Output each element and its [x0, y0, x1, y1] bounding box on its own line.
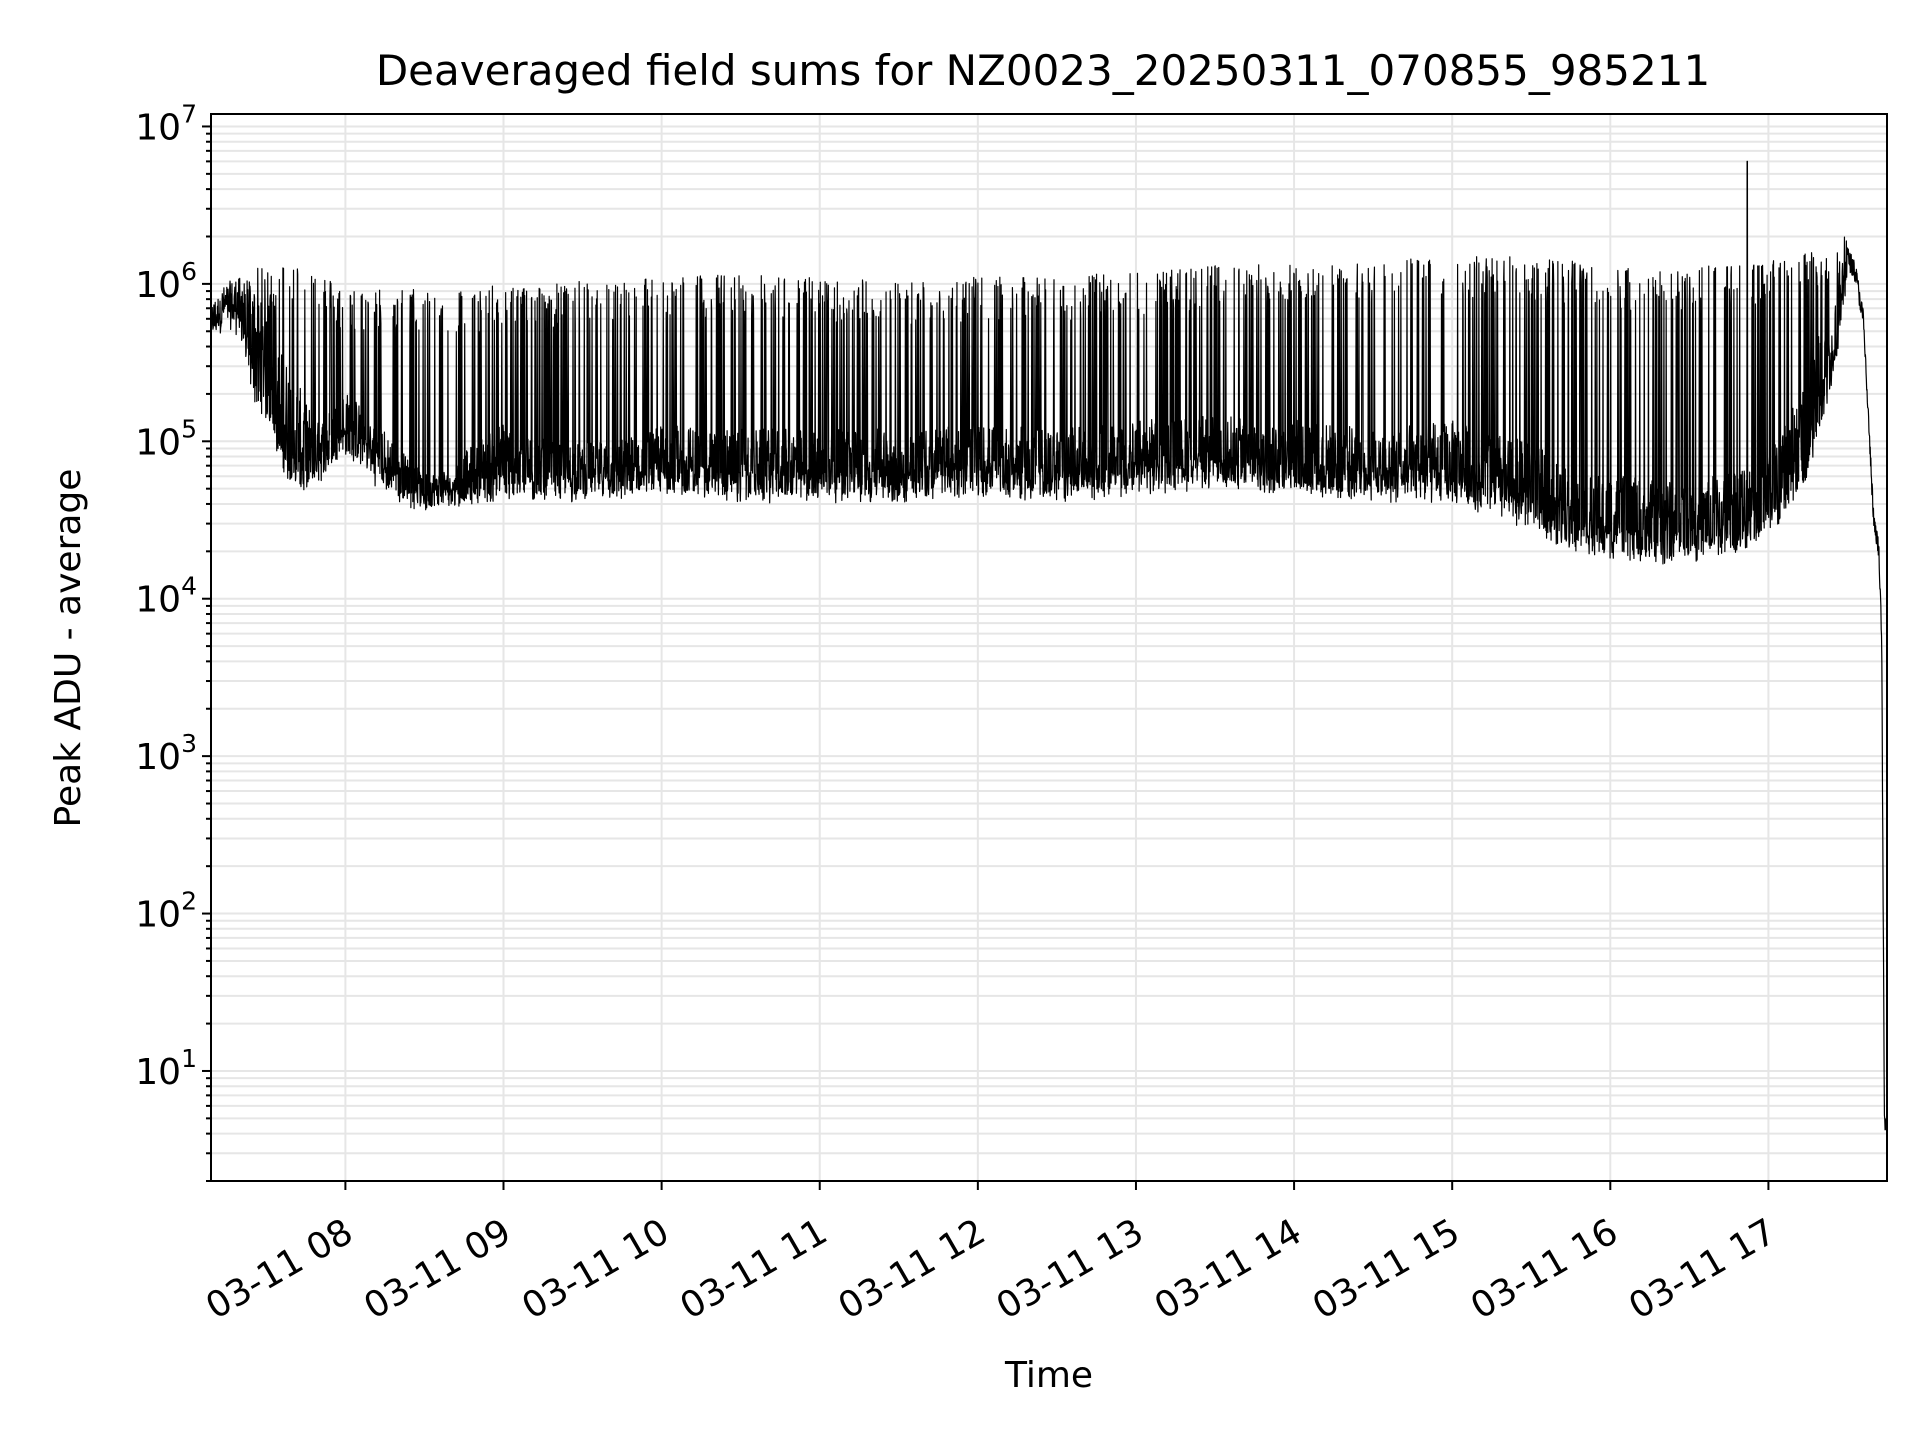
y-tick-label: 103	[135, 729, 197, 778]
y-tick-label: 106	[135, 257, 197, 306]
y-axis-label: Peak ADU - average	[48, 469, 89, 828]
y-tick-label: 102	[135, 887, 197, 936]
x-axis-label: Time	[1004, 1355, 1093, 1396]
y-tick-label: 107	[135, 99, 197, 148]
grid	[211, 114, 1887, 1182]
y-tick-label: 105	[135, 414, 197, 463]
chart-title: Deaveraged field sums for NZ0023_2025031…	[376, 46, 1710, 95]
plot-area	[210, 160, 1888, 1133]
series-line	[210, 160, 1888, 1133]
y-tick-label: 104	[135, 572, 197, 621]
axes-frame	[210, 113, 1888, 1182]
y-tick-label: 101	[135, 1044, 197, 1093]
